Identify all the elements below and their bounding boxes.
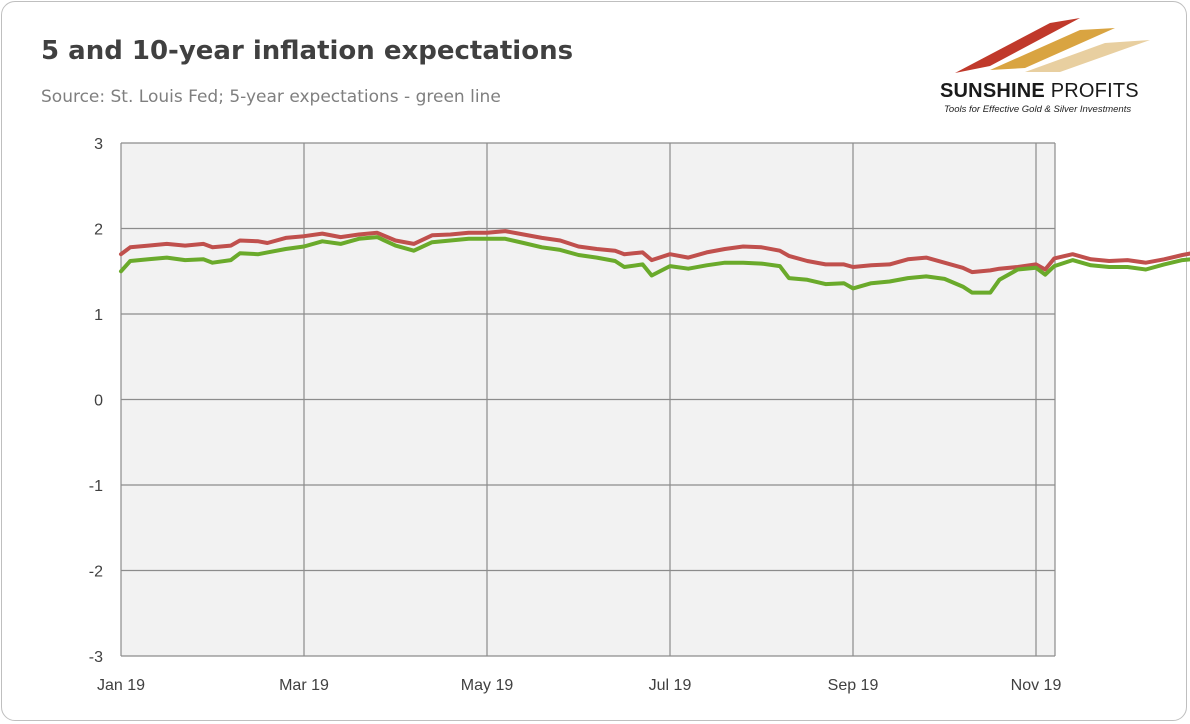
series-group: [119, 229, 1190, 295]
x-tick-label: Mar 19: [279, 677, 329, 694]
x-tick-label: Sep 19: [828, 677, 879, 694]
logo-tagline: Tools for Effective Gold & Silver Invest…: [944, 104, 1132, 115]
y-tick-label: 2: [94, 222, 103, 239]
y-tick-label: -2: [89, 564, 103, 581]
y-tick-label: 3: [94, 136, 103, 153]
series-5-year-line: [119, 235, 1190, 295]
x-tick-label: Jul 19: [649, 677, 692, 694]
x-tick-label: May 19: [461, 677, 514, 694]
grid-lines: [120, 142, 1056, 657]
chart-subtitle: Source: St. Louis Fed; 5-year expectatio…: [41, 87, 501, 107]
logo-name: SUNSHINE PROFITS: [940, 80, 1139, 103]
y-tick-label: 0: [94, 393, 103, 410]
y-tick-label: -1: [89, 478, 103, 495]
y-tick-label: 1: [94, 307, 103, 324]
x-tick-label: Jan 19: [97, 677, 145, 694]
logo-name-light: PROFITS: [1050, 80, 1139, 102]
y-tick-label: -3: [89, 649, 103, 666]
sunshine-profits-logo: SUNSHINE PROFITS Tools for Effective Gol…: [930, 18, 1170, 118]
chart-title: 5 and 10-year inflation expectations: [41, 36, 574, 66]
y-axis-ticks: 3 2 1 0 -1 -2 -3: [89, 136, 103, 666]
logo-name-bold: SUNSHINE: [940, 80, 1045, 102]
x-tick-label: Nov 19: [1011, 677, 1062, 694]
logo-swoosh-icon: [955, 18, 1150, 73]
series-10-year-line: [119, 229, 1190, 275]
